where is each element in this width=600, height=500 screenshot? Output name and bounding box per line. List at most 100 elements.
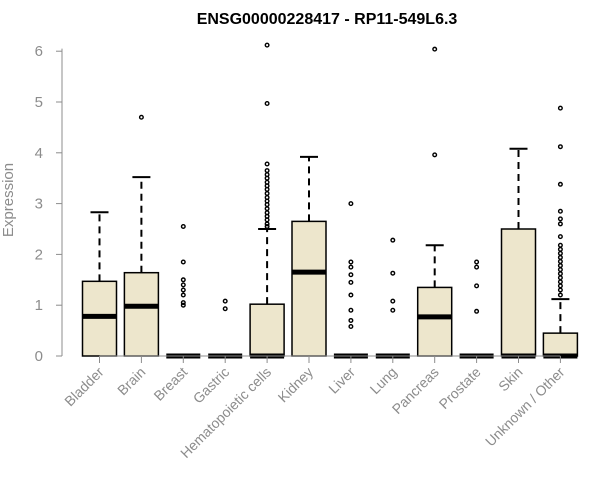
outlier-point: [557, 263, 563, 269]
outlier-point: [264, 42, 270, 48]
outlier-point: [180, 300, 186, 306]
outlier-point: [180, 223, 186, 229]
outlier-point: [222, 298, 228, 304]
outlier-point: [390, 307, 396, 313]
outlier-point: [264, 221, 270, 227]
x-tick-label: Lung: [367, 364, 400, 397]
outlier-point: [180, 287, 186, 293]
box-group: [291, 155, 327, 357]
outlier-point: [264, 161, 270, 167]
outlier-point: [474, 264, 480, 270]
outlier-point: [348, 201, 354, 207]
outlier-point: [557, 250, 563, 256]
box-group: [333, 201, 368, 359]
outlier-point: [557, 279, 563, 285]
outlier-point: [557, 254, 563, 260]
y-tick-label: 3: [35, 196, 43, 213]
outlier-point: [557, 144, 563, 150]
box-rect: [291, 220, 327, 357]
box-group: [375, 237, 410, 359]
box-group: [81, 211, 118, 357]
outlier-point: [264, 101, 270, 107]
outlier-point: [348, 317, 354, 323]
box-group: [249, 42, 285, 359]
y-axis-label: Expression: [0, 163, 17, 237]
outlier-point: [264, 172, 270, 178]
outlier-point: [180, 292, 186, 298]
box-group: [500, 147, 537, 359]
outlier-point: [390, 270, 396, 276]
x-tick-label: Unknown / Other: [482, 364, 568, 450]
outlier-point: [138, 114, 144, 120]
box-group: [208, 298, 243, 359]
outlier-point: [557, 208, 563, 214]
y-tick-label: 6: [35, 43, 43, 60]
outlier-point: [557, 275, 563, 281]
outlier-point: [474, 259, 480, 265]
box-rect: [123, 271, 160, 357]
outlier-point: [264, 223, 270, 229]
x-tick-label: Brain: [114, 364, 148, 398]
outlier-point: [348, 259, 354, 265]
y-tick-label: 4: [35, 145, 43, 162]
outlier-point: [557, 216, 563, 222]
outlier-point: [557, 181, 563, 187]
outlier-point: [348, 324, 354, 330]
box-rect: [249, 303, 285, 357]
outlier-point: [432, 46, 438, 52]
outlier-point: [180, 277, 186, 283]
outlier-point: [264, 210, 270, 216]
outlier-point: [348, 279, 354, 285]
outlier-point: [348, 272, 354, 278]
y-tick-label: 1: [35, 297, 43, 314]
box-group: [416, 46, 453, 357]
outlier-point: [557, 283, 563, 289]
outlier-point: [264, 206, 270, 212]
outlier-point: [557, 105, 563, 111]
y-tick-label: 2: [35, 246, 43, 263]
x-tick-label: Bladder: [61, 364, 107, 410]
box-rect: [542, 332, 579, 357]
outlier-point: [348, 292, 354, 298]
x-tick-label: Prostate: [436, 364, 484, 412]
box-group: [166, 223, 201, 359]
y-ticks: 0 1 2 3 4 5 6: [35, 43, 62, 365]
x-tick-label: Skin: [495, 364, 526, 395]
outlier-point: [474, 308, 480, 314]
outlier-point: [557, 267, 563, 273]
outlier-point: [264, 190, 270, 196]
outlier-point: [557, 242, 563, 248]
outlier-point: [557, 287, 563, 293]
outlier-point: [348, 264, 354, 270]
y-tick-label: 0: [35, 348, 43, 365]
x-tick-label: Breast: [150, 364, 190, 404]
outlier-point: [222, 306, 228, 312]
box-rect: [500, 228, 537, 357]
outlier-point: [264, 168, 270, 174]
outlier-point: [390, 298, 396, 304]
box-group: [123, 114, 160, 357]
x-tick-label: Pancreas: [389, 364, 442, 417]
outlier-point: [557, 221, 563, 227]
outlier-point: [432, 152, 438, 158]
outlier-point: [390, 237, 396, 243]
x-tick-label: Kidney: [275, 364, 317, 406]
outlier-point: [557, 271, 563, 277]
outlier-point: [264, 179, 270, 185]
boxes: [81, 42, 579, 359]
x-tick-label: Liver: [325, 364, 358, 397]
box-group: [459, 259, 494, 359]
y-tick-label: 5: [35, 94, 43, 111]
box-group: [542, 105, 579, 359]
box-rect: [416, 286, 453, 357]
chart-title: ENSG00000228417 - RP11-549L6.3: [197, 11, 458, 28]
outlier-point: [180, 302, 186, 308]
outlier-point: [557, 234, 563, 240]
outlier-point: [557, 259, 563, 265]
outlier-point: [474, 283, 480, 289]
outlier-point: [348, 307, 354, 313]
outlier-point: [557, 246, 563, 252]
outlier-point: [264, 195, 270, 201]
